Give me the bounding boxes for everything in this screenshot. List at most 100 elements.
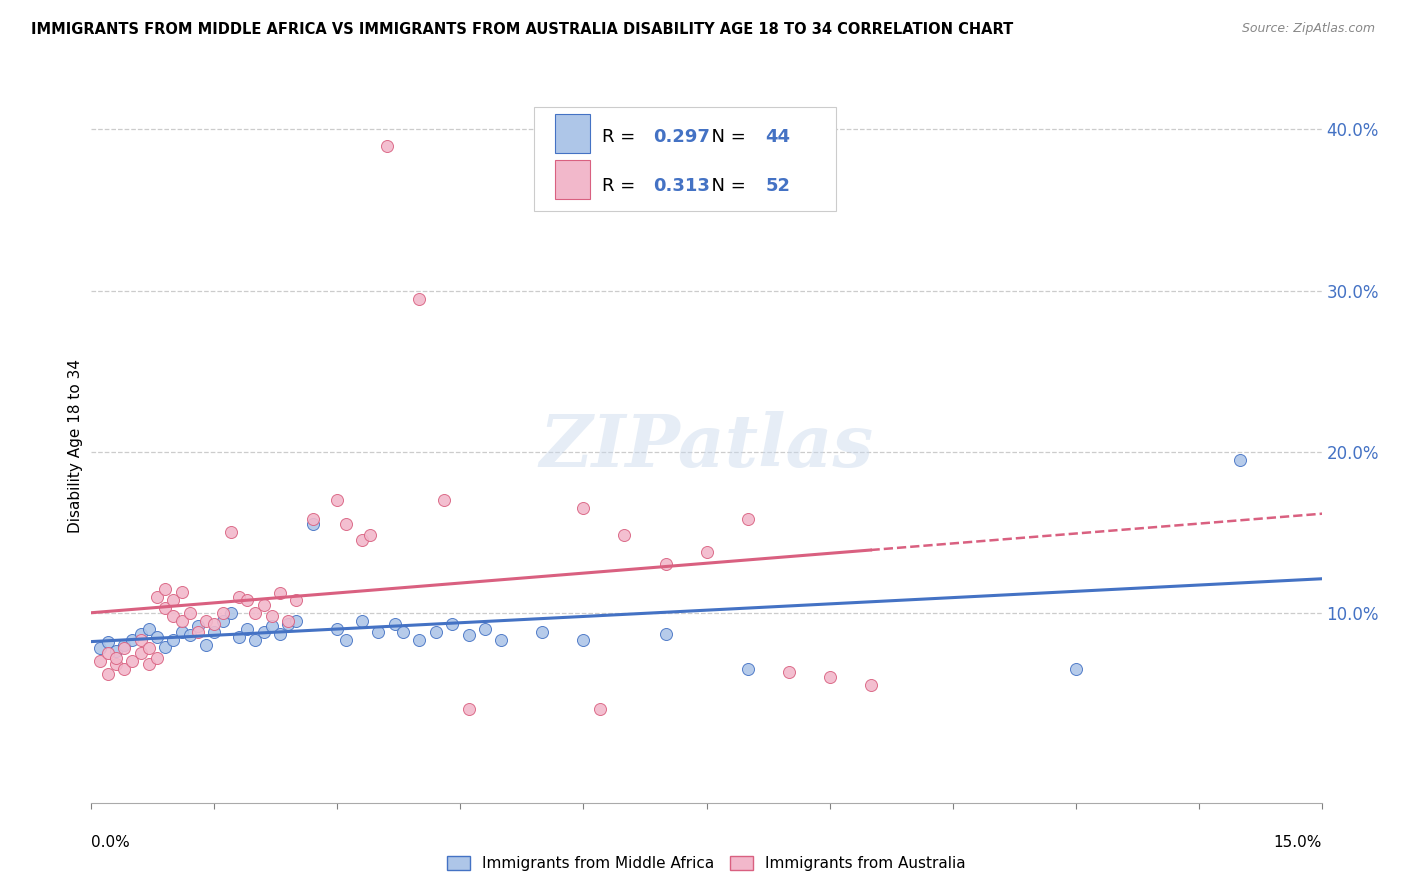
Point <box>195 614 218 628</box>
Point <box>179 628 201 642</box>
Point <box>211 614 233 628</box>
Point <box>245 606 267 620</box>
Point <box>219 525 242 540</box>
Point <box>202 625 225 640</box>
Point <box>211 606 233 620</box>
Point <box>105 650 127 665</box>
Point <box>202 617 225 632</box>
Point <box>228 630 250 644</box>
Point <box>384 617 406 632</box>
Point <box>285 614 308 628</box>
FancyBboxPatch shape <box>555 114 589 153</box>
Point <box>105 644 127 658</box>
Point <box>474 622 496 636</box>
Point <box>695 544 717 558</box>
Point <box>654 626 676 640</box>
Text: Source: ZipAtlas.com: Source: ZipAtlas.com <box>1241 22 1375 36</box>
Text: IMMIGRANTS FROM MIDDLE AFRICA VS IMMIGRANTS FROM AUSTRALIA DISABILITY AGE 18 TO : IMMIGRANTS FROM MIDDLE AFRICA VS IMMIGRA… <box>31 22 1014 37</box>
Point <box>146 590 169 604</box>
Point <box>531 625 554 640</box>
FancyBboxPatch shape <box>555 160 589 199</box>
Point <box>433 492 456 507</box>
Point <box>236 622 259 636</box>
Point <box>97 667 120 681</box>
Point <box>352 614 374 628</box>
Point <box>138 657 160 672</box>
Point <box>359 528 381 542</box>
Point <box>153 600 177 615</box>
Point <box>269 586 291 600</box>
Point <box>859 678 882 692</box>
Point <box>301 512 323 526</box>
Point <box>105 657 127 672</box>
Text: R =: R = <box>602 128 641 145</box>
Point <box>367 625 389 640</box>
Point <box>245 633 267 648</box>
Text: 52: 52 <box>765 177 790 194</box>
Point <box>589 702 612 716</box>
Point <box>112 662 135 676</box>
Point <box>121 633 143 648</box>
Point <box>491 633 513 648</box>
Point <box>138 622 160 636</box>
Point <box>112 641 135 656</box>
Point <box>457 628 479 642</box>
Point <box>89 641 111 656</box>
Point <box>129 626 152 640</box>
Point <box>228 590 250 604</box>
Point <box>170 614 193 628</box>
Text: 44: 44 <box>765 128 790 145</box>
Point <box>375 138 398 153</box>
Point <box>326 492 349 507</box>
Point <box>97 646 120 660</box>
Point <box>170 584 193 599</box>
Point <box>1229 452 1251 467</box>
Point <box>737 512 759 526</box>
Point <box>187 618 209 632</box>
Point <box>97 634 120 648</box>
Point <box>737 662 759 676</box>
Point <box>179 606 201 620</box>
Point <box>818 670 841 684</box>
Text: 0.297: 0.297 <box>654 128 710 145</box>
Point <box>112 638 135 652</box>
Point <box>129 633 152 648</box>
Point <box>613 528 636 542</box>
Point <box>162 592 184 607</box>
Point <box>253 625 276 640</box>
Point <box>392 625 415 640</box>
Point <box>146 630 169 644</box>
Point <box>425 625 447 640</box>
Point <box>572 633 595 648</box>
Point <box>441 617 464 632</box>
Point <box>277 614 299 628</box>
Text: N =: N = <box>700 128 752 145</box>
Point <box>121 654 143 668</box>
Y-axis label: Disability Age 18 to 34: Disability Age 18 to 34 <box>67 359 83 533</box>
Point <box>408 633 430 648</box>
Text: R =: R = <box>602 177 641 194</box>
Point <box>89 654 111 668</box>
Point <box>408 292 430 306</box>
Point <box>187 625 209 640</box>
Point <box>654 558 676 572</box>
Point <box>153 640 177 654</box>
Point <box>778 665 800 680</box>
Legend: Immigrants from Middle Africa, Immigrants from Australia: Immigrants from Middle Africa, Immigrant… <box>441 850 972 877</box>
Point <box>1064 662 1087 676</box>
Text: N =: N = <box>700 177 752 194</box>
Point <box>146 650 169 665</box>
Point <box>195 638 218 652</box>
Point <box>219 606 242 620</box>
Point <box>153 582 177 596</box>
Point <box>335 517 357 532</box>
FancyBboxPatch shape <box>534 107 835 211</box>
Point <box>572 501 595 516</box>
Point <box>301 517 323 532</box>
Point <box>457 702 479 716</box>
Point <box>260 618 283 632</box>
Point <box>335 633 357 648</box>
Point <box>277 617 299 632</box>
Point <box>326 622 349 636</box>
Point <box>352 533 374 548</box>
